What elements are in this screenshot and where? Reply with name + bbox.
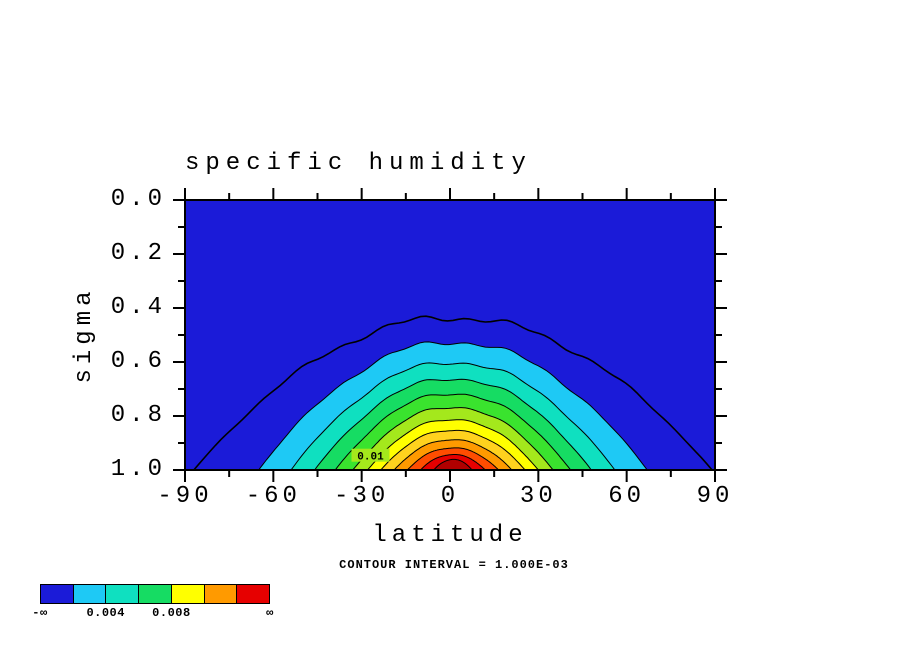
contour-interval-text: CONTOUR INTERVAL = 1.000E-03 (339, 558, 569, 572)
contour-value-label: 0.01 (357, 452, 384, 464)
y-tick-label: 1.0 (110, 456, 166, 483)
x-tick-label: -30 (334, 483, 390, 510)
contour-line-0.004 (314, 378, 592, 470)
colorbar-label-3: ∞ (266, 606, 274, 620)
colorbar-label-1: 0.004 (86, 606, 125, 620)
y-tick-label: 0.8 (110, 402, 166, 429)
y-tick-label: 0.2 (110, 240, 166, 267)
contour-line-0.011 (420, 454, 486, 470)
contour-line-0.002 (258, 341, 648, 470)
contour-line-0.009 (393, 439, 513, 470)
colorbar-segment-6 (237, 585, 270, 603)
colorbar-label-2: 0.008 (152, 606, 191, 620)
contour-line-0.005 (334, 393, 572, 470)
colorbar-segment-5 (204, 585, 238, 603)
contour-line-0.007 (367, 419, 539, 470)
x-tick-label: 90 (696, 483, 734, 510)
contour-line-0.006 (352, 407, 554, 470)
x-tick-label: 30 (519, 483, 557, 510)
colorbar-segment-2 (106, 585, 140, 603)
x-tick-label: 60 (608, 483, 646, 510)
contour-line-0.008 (380, 429, 526, 470)
contour-line-0.01 (406, 447, 499, 470)
y-axis-title: sigma (71, 286, 98, 384)
x-tick-label: 0 (440, 483, 460, 510)
y-tick-label: 0.6 (110, 348, 166, 375)
x-tick-label: -60 (245, 483, 301, 510)
colorbar-segment-1 (73, 585, 107, 603)
x-axis-title: latitude (372, 522, 528, 549)
colorbar-segment-3 (139, 585, 172, 603)
plot-title: specific humidity (185, 150, 532, 177)
y-tick-label: 0.0 (110, 186, 166, 213)
colorbar-label-0: -∞ (32, 606, 48, 620)
contour-line-0.012 (433, 458, 473, 470)
x-tick-label: -90 (157, 483, 213, 510)
contour-line-0.003 (290, 362, 616, 470)
colorbar (40, 584, 270, 604)
colorbar-segment-4 (171, 585, 205, 603)
y-tick-label: 0.4 (110, 294, 166, 321)
colorbar-segment-0 (41, 585, 74, 603)
contour-line-0.001 (193, 315, 713, 470)
contour-label-backing (351, 448, 390, 462)
